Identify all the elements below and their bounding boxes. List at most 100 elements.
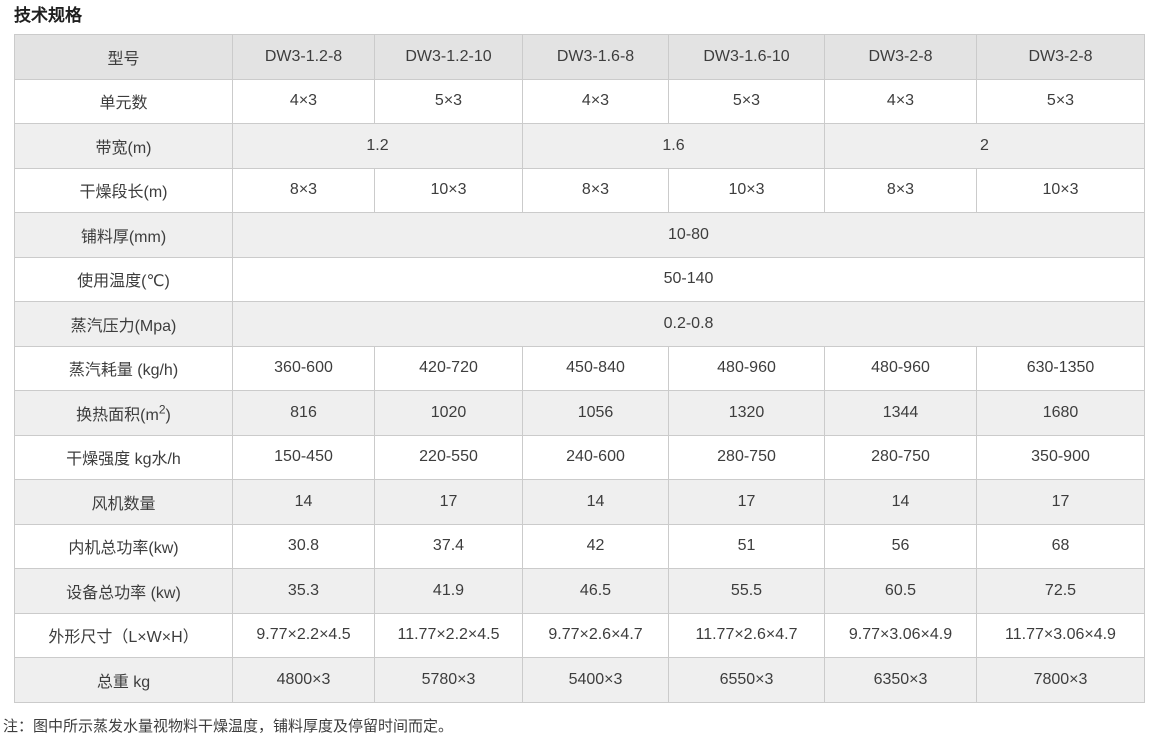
row-label: 蒸汽压力(Mpa)	[14, 301, 233, 347]
table-cell: 1.2	[232, 123, 523, 169]
table-cell: 9.77×2.6×4.7	[522, 612, 669, 658]
table-cell: 17	[374, 479, 523, 525]
row-label: 单元数	[14, 78, 233, 124]
row-label-text: 换热面积(m	[76, 406, 159, 424]
row-label: 蒸汽耗量 (kg/h)	[14, 345, 233, 391]
table-cell: 1020	[374, 390, 523, 436]
table-cell: 10×3	[374, 167, 523, 213]
table-cell: 11.77×2.2×4.5	[374, 612, 523, 658]
table-cell: 14	[232, 479, 375, 525]
table-cell: 42	[522, 523, 669, 569]
table-cell: 11.77×3.06×4.9	[976, 612, 1145, 658]
table-cell: 280-750	[824, 434, 977, 480]
table-cell: 4×3	[824, 78, 977, 124]
table-cell: 37.4	[374, 523, 523, 569]
table-cell: 360-600	[232, 345, 375, 391]
table-cell: 60.5	[824, 568, 977, 614]
table-cell: 17	[668, 479, 825, 525]
footnote: 注：图中所示蒸发水量视物料干燥温度，铺料厚度及停留时间而定。	[3, 717, 454, 735]
table-row-fan-count: 风机数量 14 17 14 17 14 17	[14, 479, 1145, 525]
table-row-belt-width: 带宽(m) 1.2 1.6 2	[14, 123, 1145, 169]
table-cell: 5400×3	[522, 657, 669, 703]
table-cell: 240-600	[522, 434, 669, 480]
row-label: 使用温度(℃)	[14, 256, 233, 302]
row-label: 铺料厚(mm)	[14, 212, 233, 258]
table-cell: 816	[232, 390, 375, 436]
table-cell: 6350×3	[824, 657, 977, 703]
spec-table-body: 单元数 4×3 5×3 4×3 5×3 4×3 5×3 带宽(m) 1.2 1.…	[14, 78, 1145, 703]
row-label: 内机总功率(kw)	[14, 523, 233, 569]
row-label: 风机数量	[14, 479, 233, 525]
table-cell: 11.77×2.6×4.7	[668, 612, 825, 658]
table-cell: 1.6	[522, 123, 825, 169]
column-header-model-label: 型号	[14, 34, 233, 80]
column-header-model: DW3-1.2-8	[232, 34, 375, 80]
row-label: 设备总功率 (kw)	[14, 568, 233, 614]
page-title: 技术规格	[14, 6, 82, 25]
table-cell: 9.77×2.2×4.5	[232, 612, 375, 658]
table-cell: 480-960	[668, 345, 825, 391]
table-cell: 30.8	[232, 523, 375, 569]
table-cell: 2	[824, 123, 1145, 169]
table-row-operating-temperature: 使用温度(℃) 50-140	[14, 256, 1145, 302]
table-cell: 35.3	[232, 568, 375, 614]
table-cell: 5×3	[668, 78, 825, 124]
row-label: 干燥强度 kg水/h	[14, 434, 233, 480]
column-header-model: DW3-1.6-10	[668, 34, 825, 80]
table-cell: 1320	[668, 390, 825, 436]
table-cell: 4×3	[232, 78, 375, 124]
table-row-internal-power: 内机总功率(kw) 30.8 37.4 42 51 56 68	[14, 523, 1145, 569]
table-row-unit-count: 单元数 4×3 5×3 4×3 5×3 4×3 5×3	[14, 78, 1145, 124]
column-header-model: DW3-1.2-10	[374, 34, 523, 80]
table-cell: 10×3	[668, 167, 825, 213]
table-cell: 41.9	[374, 568, 523, 614]
row-label: 外形尺寸（L×W×H）	[14, 612, 233, 658]
row-label: 换热面积(m2)	[14, 390, 233, 436]
table-cell: 630-1350	[976, 345, 1145, 391]
table-cell: 6550×3	[668, 657, 825, 703]
table-cell: 420-720	[374, 345, 523, 391]
table-cell: 350-900	[976, 434, 1145, 480]
table-cell: 480-960	[824, 345, 977, 391]
table-cell: 14	[824, 479, 977, 525]
table-cell: 10-80	[232, 212, 1145, 258]
table-cell: 0.2-0.8	[232, 301, 1145, 347]
table-row-total-power: 设备总功率 (kw) 35.3 41.9 46.5 55.5 60.5 72.5	[14, 568, 1145, 614]
header-row: 型号 DW3-1.2-8 DW3-1.2-10 DW3-1.6-8 DW3-1.…	[14, 34, 1145, 80]
row-label-superscript: 2	[158, 402, 166, 417]
column-header-model: DW3-2-8	[976, 34, 1145, 80]
table-cell: 46.5	[522, 568, 669, 614]
row-label: 带宽(m)	[14, 123, 233, 169]
table-cell: 72.5	[976, 568, 1145, 614]
table-row-drying-section-length: 干燥段长(m) 8×3 10×3 8×3 10×3 8×3 10×3	[14, 167, 1145, 213]
column-header-model: DW3-1.6-8	[522, 34, 669, 80]
table-cell: 17	[976, 479, 1145, 525]
row-label: 总重 kg	[14, 657, 233, 703]
spec-table: 型号 DW3-1.2-8 DW3-1.2-10 DW3-1.6-8 DW3-1.…	[14, 34, 1145, 703]
table-cell: 1680	[976, 390, 1145, 436]
table-cell: 55.5	[668, 568, 825, 614]
table-row-dimensions: 外形尺寸（L×W×H） 9.77×2.2×4.5 11.77×2.2×4.5 9…	[14, 612, 1145, 658]
table-row-material-thickness: 铺料厚(mm) 10-80	[14, 212, 1145, 258]
table-cell: 450-840	[522, 345, 669, 391]
table-row-steam-pressure: 蒸汽压力(Mpa) 0.2-0.8	[14, 301, 1145, 347]
table-cell: 8×3	[232, 167, 375, 213]
table-cell: 68	[976, 523, 1145, 569]
table-row-steam-consumption: 蒸汽耗量 (kg/h) 360-600 420-720 450-840 480-…	[14, 345, 1145, 391]
table-cell: 10×3	[976, 167, 1145, 213]
table-row-heat-exchange-area: 换热面积(m2) 816 1020 1056 1320 1344 1680	[14, 390, 1145, 436]
table-cell: 5×3	[976, 78, 1145, 124]
table-cell: 51	[668, 523, 825, 569]
table-cell: 4×3	[522, 78, 669, 124]
table-cell: 5780×3	[374, 657, 523, 703]
table-cell: 7800×3	[976, 657, 1145, 703]
table-row-drying-intensity: 干燥强度 kg水/h 150-450 220-550 240-600 280-7…	[14, 434, 1145, 480]
table-cell: 280-750	[668, 434, 825, 480]
table-cell: 4800×3	[232, 657, 375, 703]
table-cell: 9.77×3.06×4.9	[824, 612, 977, 658]
row-label-text: )	[165, 406, 171, 424]
table-cell: 14	[522, 479, 669, 525]
table-row-total-weight: 总重 kg 4800×3 5780×3 5400×3 6550×3 6350×3…	[14, 657, 1145, 703]
table-cell: 8×3	[522, 167, 669, 213]
